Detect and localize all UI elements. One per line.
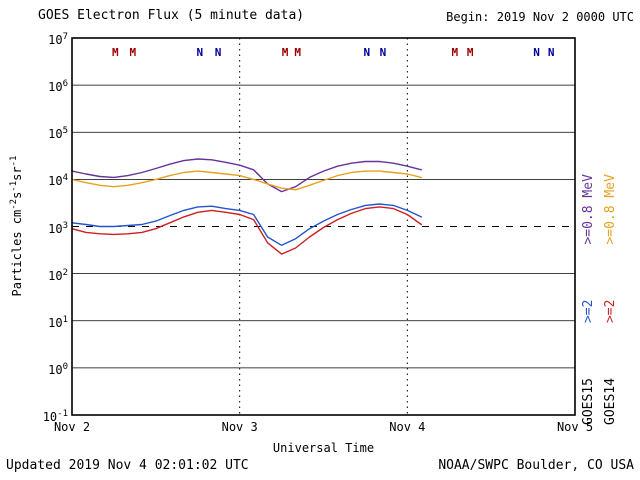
y-tick-label: 10-1	[42, 409, 68, 424]
x-tick-label: Nov 4	[389, 420, 426, 434]
y-tick-exponent: 5	[62, 126, 68, 137]
y-tick-label: 103	[48, 220, 68, 236]
y-tick-exponent: 3	[62, 220, 68, 231]
local-noon-marker: N	[533, 46, 540, 59]
updated-timestamp: Updated 2019 Nov 4 02:01:02 UTC	[6, 458, 249, 473]
legend-column-goes14: GOES14 >=2 >=0.8 MeV	[602, 145, 620, 425]
legend-energy-2mev-label: >=2	[581, 299, 596, 324]
begin-timestamp: Begin: 2019 Nov 2 0000 UTC	[446, 10, 634, 24]
y-tick-exponent: 4	[62, 173, 68, 184]
legend-energy-2mev-label: >=2	[603, 299, 618, 324]
y-axis-label: Particles cm-2s-1sr-1	[9, 126, 27, 326]
flux-curve	[71, 170, 422, 191]
legend-satellite-label: GOES15	[581, 378, 596, 425]
y-tick-label: 106	[48, 79, 68, 95]
local-midnight-marker: M	[112, 46, 119, 59]
plot-border	[71, 37, 576, 416]
y-tick-exponent: 0	[62, 361, 68, 372]
local-noon-marker: N	[380, 46, 387, 59]
y-axis-label-part: sr	[10, 166, 24, 181]
legend-column-goes15: GOES15 >=2 >=0.8 MeV	[580, 145, 598, 425]
local-noon-marker: N	[215, 46, 222, 59]
x-tick-label: Nov 3	[221, 420, 258, 434]
local-midnight-marker: M	[282, 46, 289, 59]
local-midnight-marker: M	[467, 46, 474, 59]
y-axis-label-part: -1	[9, 155, 19, 167]
local-midnight-marker: M	[452, 46, 459, 59]
y-axis-label-part: s	[10, 191, 24, 199]
legend-energy-0p8mev-label: >=0.8 MeV	[581, 174, 596, 245]
y-tick-label: 102	[48, 267, 68, 283]
y-axis-label-part: -2	[9, 198, 19, 210]
y-tick-exponent: 2	[62, 267, 68, 278]
y-tick-label: 105	[48, 126, 68, 142]
x-tick-label: Nov 5	[556, 420, 594, 434]
x-tick-label: Nov 2	[53, 420, 91, 434]
x-axis-label: Universal Time	[272, 441, 375, 455]
y-tick-exponent: 1	[62, 314, 68, 325]
y-axis-label-part: -1	[9, 180, 19, 192]
legend-satellite-label: GOES14	[603, 378, 618, 425]
y-tick-label: 107	[48, 32, 68, 47]
local-midnight-marker: M	[129, 46, 136, 59]
flux-curve	[71, 158, 422, 193]
y-tick-exponent: 6	[62, 79, 68, 90]
y-axis-label-part: Particles cm	[10, 209, 24, 297]
y-tick-label: 104	[48, 173, 68, 189]
chart-title: GOES Electron Flux (5 minute data)	[38, 8, 305, 23]
local-noon-marker: N	[364, 46, 371, 59]
local-noon-marker: N	[197, 46, 204, 59]
y-tick-label: 101	[48, 314, 68, 330]
local-noon-marker: N	[548, 46, 555, 59]
flux-curve	[71, 203, 422, 247]
y-tick-exponent: 7	[62, 32, 68, 42]
flux-curve	[71, 206, 422, 255]
y-tick-label: 100	[48, 361, 68, 377]
source-credit: NOAA/SWPC Boulder, CO USA	[438, 458, 634, 473]
local-midnight-marker: M	[294, 46, 301, 59]
y-tick-exponent: -1	[57, 409, 68, 419]
legend-energy-0p8mev-label: >=0.8 MeV	[603, 174, 618, 245]
